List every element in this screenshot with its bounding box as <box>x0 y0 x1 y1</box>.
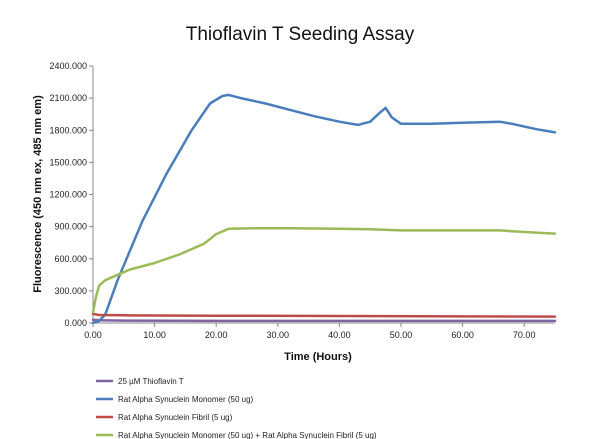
legend-label-1: 25 µM Thioflavin T <box>118 377 184 386</box>
series-line-2 <box>91 93 557 325</box>
series-line-1 <box>91 318 557 323</box>
y-tick-label: 900.000 <box>54 222 87 232</box>
x-tick-label: 70.00 <box>513 330 536 340</box>
series-line-4 <box>91 226 557 314</box>
y-tick-label: 0.000 <box>64 318 87 328</box>
y-tick-label: 1500.000 <box>49 157 87 167</box>
x-tick-label: 30.00 <box>267 330 290 340</box>
chart-title: Thioflavin T Seeding Assay <box>186 24 415 45</box>
plot-area: 0.000 300.000 600.000 900.000 1200.000 1500.0… <box>49 61 557 340</box>
legend: 25 µM Thioflavin T Rat Alpha Synuclein Mo… <box>96 377 377 439</box>
x-tick-label: 10.00 <box>143 330 166 340</box>
legend-label-4: Rat Alpha Synuclein Monomer (50 ug) + Ra… <box>118 431 377 439</box>
y-axis-title: Fluorescence (450 nm ex, 485 nm em) <box>32 95 44 293</box>
x-tick-label: 50.00 <box>390 330 413 340</box>
y-tick-label: 2100.000 <box>49 93 87 103</box>
x-axis-title: Time (Hours) <box>284 351 352 363</box>
legend-label-3: Rat Alpha Synuclein Fibril (5 ug) <box>118 413 233 422</box>
x-tick-label: 60.00 <box>451 330 474 340</box>
x-tick-label: 20.00 <box>205 330 228 340</box>
y-tick-label: 1800.000 <box>49 125 87 135</box>
y-tick-label: 600.000 <box>54 254 87 264</box>
legend-label-2: Rat Alpha Synuclein Monomer (50 ug) <box>118 395 254 404</box>
series-line-3 <box>91 312 557 318</box>
y-tick-label: 2400.000 <box>49 61 87 71</box>
x-tick-label: 40.00 <box>328 330 351 340</box>
y-tick-label: 300.000 <box>54 286 87 296</box>
y-tick-label: 1200.000 <box>49 190 87 200</box>
x-tick-label: 0.00 <box>84 330 102 340</box>
